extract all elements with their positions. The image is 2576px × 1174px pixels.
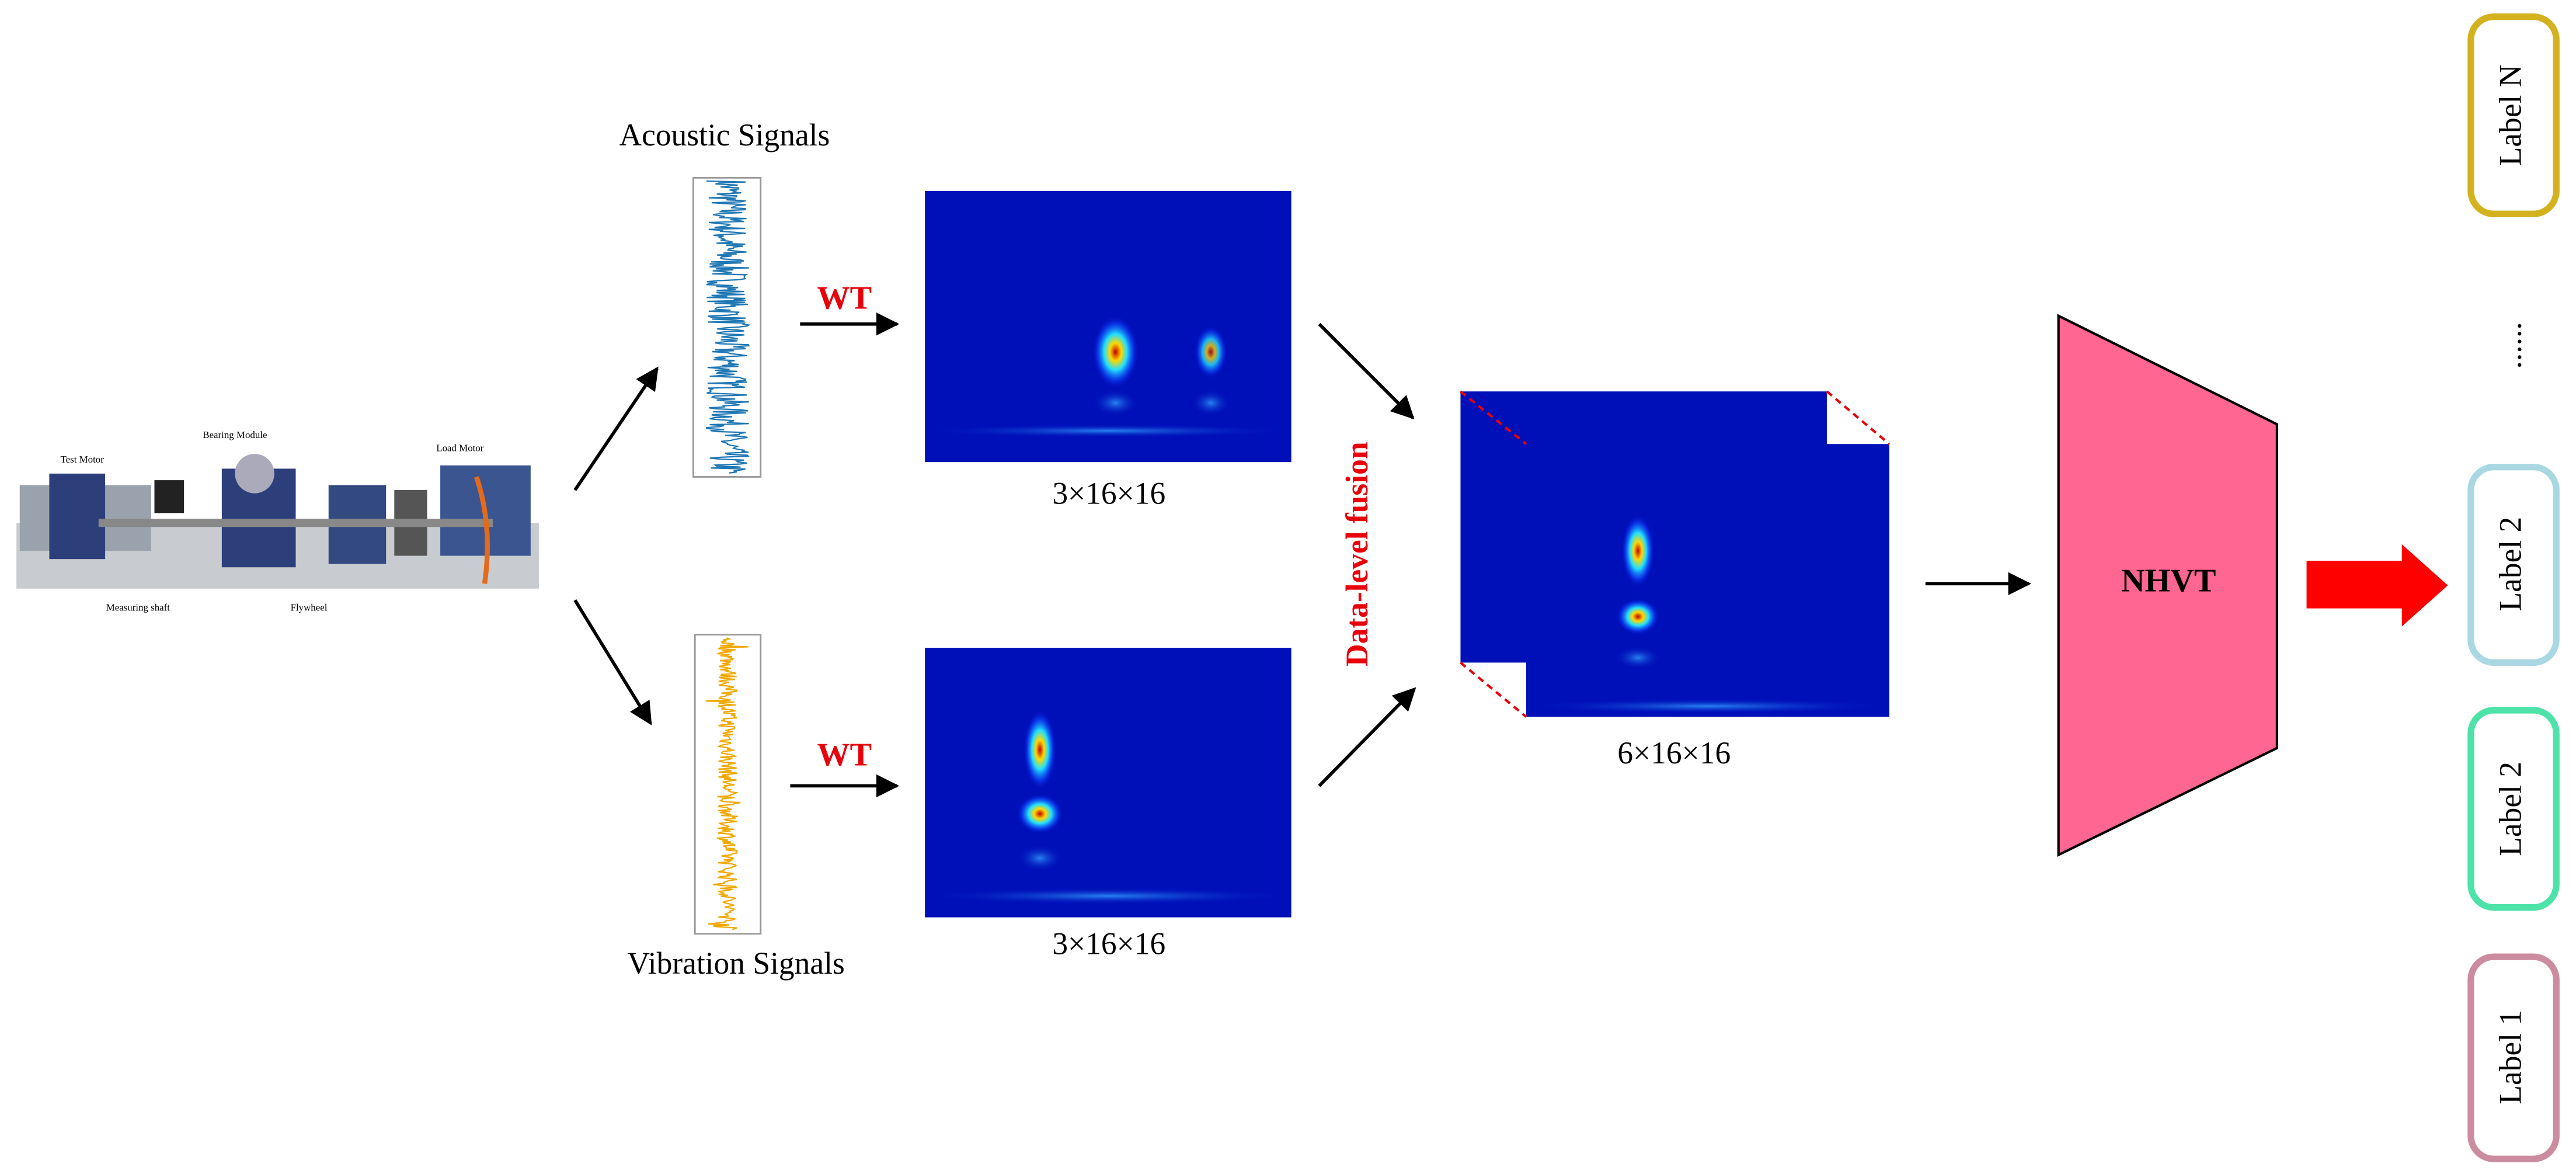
arrows xyxy=(573,312,2031,798)
test-rig xyxy=(16,454,539,589)
output-label: Label N xyxy=(2493,65,2528,166)
vibration-wave xyxy=(705,637,749,930)
output-label: Label 1 xyxy=(2493,1010,2528,1104)
label-box xyxy=(2467,953,2560,1162)
spectrogram xyxy=(925,648,1292,918)
output-label: Label 2 xyxy=(2493,762,2528,856)
model-label: NHVT xyxy=(2121,562,2216,599)
rig-label: Bearing Module xyxy=(203,429,267,440)
output-label: Label 2 xyxy=(2493,517,2528,612)
fused-tensor xyxy=(1460,390,1891,718)
model-block xyxy=(2057,314,2279,857)
spectrogram xyxy=(925,190,1292,463)
rig-label: Load Motor xyxy=(436,443,483,454)
rig-label: Flywheel xyxy=(291,602,328,613)
wt-label: WT xyxy=(817,280,872,316)
acoustic-wave xyxy=(705,180,751,474)
label-box xyxy=(2467,707,2560,911)
output-arrow xyxy=(2306,544,2448,627)
signal-title: Vibration Signals xyxy=(627,946,844,981)
rig-label: Test Motor xyxy=(61,454,105,465)
label-box xyxy=(2467,13,2560,217)
fusion-label: Data-level fusion xyxy=(1339,442,1374,666)
rig-label: Measuring shaft xyxy=(106,602,170,613)
signal-frame xyxy=(694,634,762,935)
wt-label: WT xyxy=(817,737,872,773)
signal-title: Acoustic Signals xyxy=(619,117,830,152)
shape-label: 3×16×16 xyxy=(1052,926,1165,961)
ellipsis: ...... xyxy=(2493,322,2528,369)
shape-label: 3×16×16 xyxy=(1052,476,1165,511)
label-box xyxy=(2467,463,2560,666)
shape-label: 6×16×16 xyxy=(1617,735,1731,770)
